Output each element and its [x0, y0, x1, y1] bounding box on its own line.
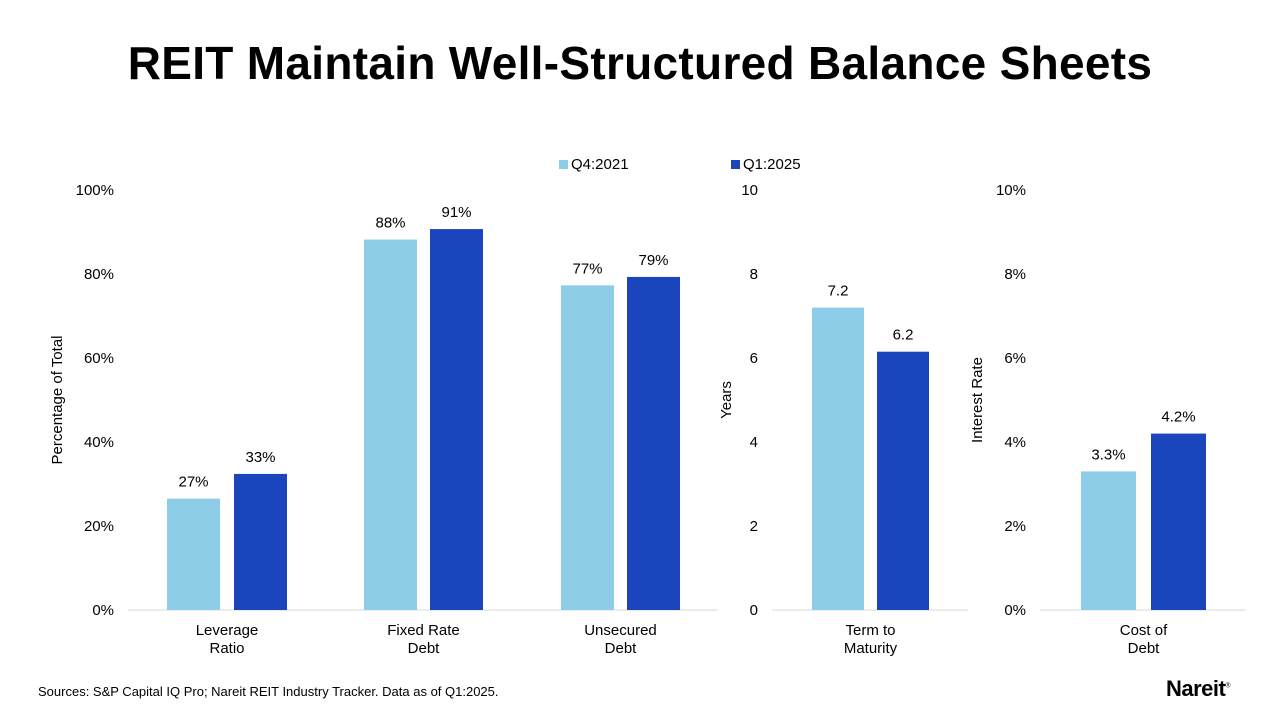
- y-tick-label: 8%: [1004, 266, 1026, 283]
- logo-text: Nareit: [1166, 676, 1226, 701]
- legend-label-q4-2021: Q4:2021: [571, 156, 629, 173]
- y-tick-label: 2%: [1004, 518, 1026, 535]
- category-label: Maturity: [844, 640, 898, 657]
- legend-item-q1-2025: Q1:2025: [731, 156, 801, 173]
- logo-mark: ®: [1225, 682, 1231, 690]
- category-label: Cost of: [1120, 622, 1168, 639]
- category-label: Fixed Rate: [387, 622, 460, 639]
- data-label: 88%: [375, 215, 405, 232]
- bar-q1-2025: [430, 229, 483, 610]
- bar-q1-2025: [627, 276, 680, 610]
- legend-label-q1-2025: Q1:2025: [743, 156, 801, 173]
- bar-q1-2025: [1151, 433, 1206, 610]
- data-label: 3.3%: [1091, 446, 1125, 463]
- y-axis-title: Interest Rate: [969, 357, 986, 443]
- legend-swatch-q1-2025: [731, 160, 740, 169]
- nareit-logo: Nareit®: [1166, 676, 1230, 702]
- data-label: 6.2: [893, 327, 914, 344]
- y-tick-label: 80%: [84, 266, 114, 283]
- y-tick-label: 10: [741, 182, 758, 199]
- y-tick-label: 2: [750, 518, 758, 535]
- bar-q4-2021: [1081, 471, 1136, 610]
- category-label: Term to: [845, 622, 895, 639]
- y-axis-title: Percentage of Total: [49, 336, 66, 465]
- category-label: Debt: [1128, 640, 1161, 657]
- bar-q1-2025: [877, 351, 929, 610]
- page-title: REIT Maintain Well-Structured Balance Sh…: [127, 37, 1153, 89]
- category-label: Leverage: [196, 622, 259, 639]
- source-note: Sources: S&P Capital IQ Pro; Nareit REIT…: [38, 684, 499, 699]
- bar-q4-2021: [167, 498, 220, 610]
- data-label: 77%: [572, 260, 602, 277]
- bar-q1-2025: [234, 473, 287, 610]
- y-tick-label: 4%: [1004, 434, 1026, 451]
- y-tick-label: 6%: [1004, 350, 1026, 367]
- category-label: Debt: [605, 640, 638, 657]
- bar-q4-2021: [561, 285, 614, 610]
- data-label: 27%: [178, 474, 208, 491]
- y-axis-title: Years: [718, 381, 735, 419]
- bar-q4-2021: [812, 307, 864, 610]
- data-label: 7.2: [828, 283, 849, 300]
- y-tick-label: 0: [750, 602, 758, 619]
- y-tick-label: 8: [750, 266, 758, 283]
- y-tick-label: 60%: [84, 350, 114, 367]
- bar-q4-2021: [364, 239, 417, 610]
- y-tick-label: 4: [750, 434, 758, 451]
- y-tick-label: 6: [750, 350, 758, 367]
- y-tick-label: 10%: [996, 182, 1026, 199]
- data-label: 33%: [245, 449, 275, 466]
- category-label: Unsecured: [584, 622, 657, 639]
- y-tick-label: 0%: [1004, 602, 1026, 619]
- y-tick-label: 40%: [84, 434, 114, 451]
- data-label: 91%: [441, 204, 471, 221]
- y-tick-label: 0%: [92, 602, 114, 619]
- category-label: Ratio: [209, 640, 244, 657]
- data-label: 4.2%: [1161, 409, 1195, 426]
- category-label: Debt: [408, 640, 441, 657]
- y-tick-label: 20%: [84, 518, 114, 535]
- legend-item-q4-2021: Q4:2021: [559, 156, 629, 173]
- data-label: 79%: [638, 252, 668, 269]
- legend-swatch-q4-2021: [559, 160, 568, 169]
- y-tick-label: 100%: [76, 182, 114, 199]
